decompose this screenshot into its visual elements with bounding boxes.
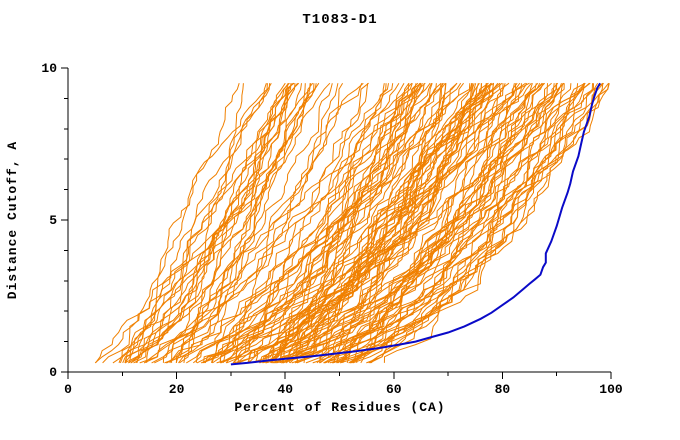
model-curve xyxy=(348,83,610,364)
model-curve xyxy=(130,82,295,364)
model-curve xyxy=(211,83,413,364)
model-curve xyxy=(281,83,537,364)
model-curve xyxy=(204,82,426,364)
model-curve xyxy=(370,83,586,364)
model-curve xyxy=(146,82,331,363)
model-curve xyxy=(165,82,320,364)
model-curve xyxy=(211,82,431,364)
model-curve xyxy=(151,83,339,364)
model-curve xyxy=(166,82,314,364)
model-curve xyxy=(212,82,422,364)
model-curve xyxy=(186,83,385,364)
model-curve xyxy=(255,83,487,364)
model-curve xyxy=(128,83,267,363)
model-curve xyxy=(331,83,585,364)
model-curve xyxy=(262,82,419,364)
model-curve xyxy=(171,83,312,363)
model-curve xyxy=(267,83,483,363)
model-curve xyxy=(135,82,300,364)
model-curve xyxy=(222,82,400,364)
x-tick-label: 0 xyxy=(64,382,72,397)
model-curve xyxy=(329,83,579,364)
model-curve xyxy=(248,83,494,363)
x-tick-label: 20 xyxy=(169,382,185,397)
model-curve xyxy=(143,83,289,364)
x-tick-label: 100 xyxy=(599,382,623,397)
model-curve xyxy=(196,82,422,364)
model-curve xyxy=(125,82,286,363)
model-curve xyxy=(319,83,506,363)
model-curve xyxy=(270,82,503,364)
model-curve xyxy=(175,82,410,364)
model-curve xyxy=(259,82,530,364)
model-curve xyxy=(203,83,369,363)
model-curve xyxy=(216,83,433,364)
x-tick-label: 80 xyxy=(495,382,511,397)
model-curve xyxy=(271,82,458,364)
model-curve xyxy=(270,82,518,364)
model-curve xyxy=(95,82,294,364)
x-tick-label: 40 xyxy=(277,382,293,397)
model-curve xyxy=(175,82,369,363)
model-curve xyxy=(220,83,423,364)
model-curve xyxy=(112,82,298,364)
model-curve xyxy=(323,82,539,364)
model-curve xyxy=(351,83,564,364)
model-curve xyxy=(349,83,594,364)
model-curve xyxy=(133,83,296,364)
model-curve xyxy=(289,82,501,364)
model-curve xyxy=(232,83,447,364)
model-curve xyxy=(179,82,344,364)
model-curve xyxy=(319,83,562,364)
model-curve xyxy=(220,83,421,363)
model-curve xyxy=(272,83,479,364)
chart-title: T1083-D1 xyxy=(302,12,378,28)
x-tick-label: 60 xyxy=(386,382,402,397)
y-tick-label: 0 xyxy=(49,365,57,380)
model-curve xyxy=(346,82,586,364)
highlight-curve xyxy=(230,82,601,366)
model-curve xyxy=(124,83,244,364)
model-curve xyxy=(127,83,292,364)
model-curve xyxy=(332,83,558,364)
model-curve xyxy=(265,82,458,364)
model-curve xyxy=(352,82,591,364)
model-curve xyxy=(178,82,364,364)
model-curve xyxy=(296,82,541,364)
model-curve xyxy=(248,82,442,364)
model-curve xyxy=(369,82,604,364)
model-curve xyxy=(237,82,495,363)
model-curve xyxy=(383,83,585,363)
model-curve xyxy=(144,82,290,364)
model-curve xyxy=(368,83,610,364)
model-curve xyxy=(204,82,413,364)
y-tick-label: 5 xyxy=(49,213,57,228)
model-curve xyxy=(305,82,544,364)
y-tick-label: 10 xyxy=(41,61,57,76)
model-curve xyxy=(282,83,482,364)
model-curve xyxy=(336,82,565,364)
model-curve xyxy=(289,82,489,363)
model-curve xyxy=(360,83,565,364)
model-curve xyxy=(350,83,572,364)
model-curve xyxy=(296,82,526,363)
model-curve xyxy=(276,82,528,364)
model-curve xyxy=(102,83,240,364)
model-curve xyxy=(285,82,499,364)
model-curve xyxy=(236,83,442,364)
model-curve xyxy=(316,83,517,364)
model-curve xyxy=(336,82,586,364)
model-curve xyxy=(337,82,590,364)
x-axis-label: Percent of Residues (CA) xyxy=(234,400,446,415)
